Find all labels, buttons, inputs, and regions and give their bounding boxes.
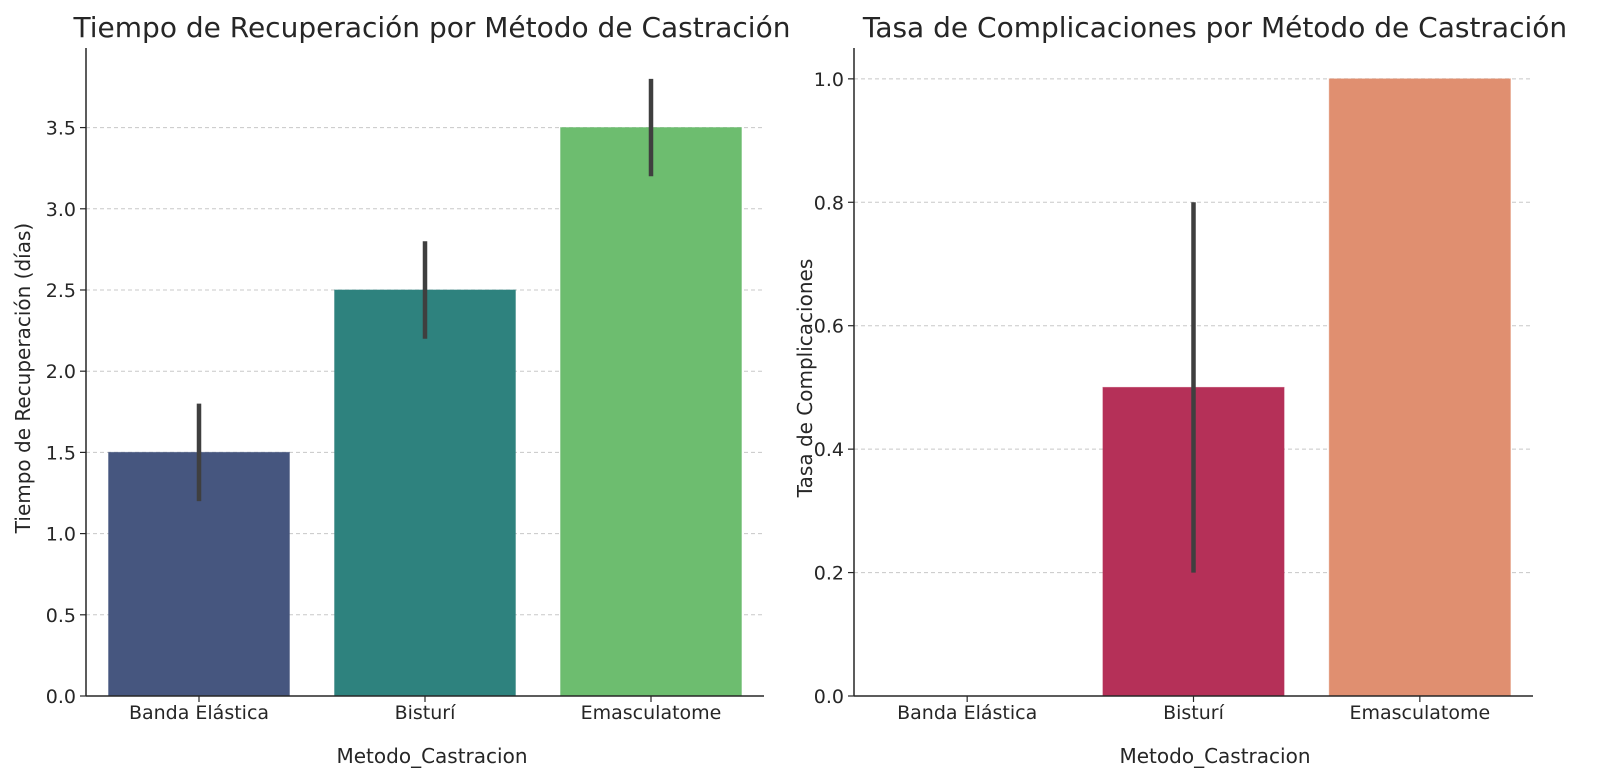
x-tick-label: Banda Elástica [897, 702, 1037, 724]
y-tick-label: 2.0 [46, 361, 76, 383]
y-tick-label: 1.0 [46, 524, 76, 546]
bar [1328, 78, 1511, 697]
x-tick-label: Bisturí [1163, 702, 1225, 724]
chart-title: Tiempo de Recuperación por Método de Cas… [73, 11, 791, 44]
y-tick-label: 1.5 [46, 442, 76, 464]
y-tick-label: 2.5 [46, 280, 76, 302]
x-tick-label: Emasculatome [1349, 702, 1490, 724]
y-tick-label: 1.0 [814, 69, 844, 91]
y-axis-label: Tiempo de Recuperación (días) [11, 223, 35, 534]
y-tick-label: 3.5 [46, 118, 76, 140]
chart-title: Tasa de Complicaciones por Método de Cas… [862, 11, 1567, 44]
y-tick-label: 0.0 [46, 686, 76, 708]
y-tick-label: 0.8 [814, 192, 844, 214]
y-tick-label: 0.2 [814, 563, 844, 585]
x-axis-label: Metodo_Castracion [337, 744, 528, 768]
x-axis-label: Metodo_Castracion [1120, 744, 1311, 768]
chart-complication-rate: Tasa de Complicaciones por Método de Cas… [793, 11, 1567, 768]
y-axis-label: Tasa de Complicaciones [793, 259, 817, 499]
y-tick-label: 3.0 [46, 199, 76, 221]
y-tick-label: 0.4 [814, 439, 844, 461]
y-tick-label: 0.0 [814, 686, 844, 708]
x-tick-label: Banda Elástica [129, 702, 269, 724]
y-tick-label: 0.6 [814, 316, 844, 338]
y-tick-label: 0.5 [46, 605, 76, 627]
bar [334, 289, 516, 697]
bar [560, 127, 742, 697]
x-tick-label: Emasculatome [581, 702, 722, 724]
x-tick-label: Bisturí [395, 702, 457, 724]
chart-recovery-time: Tiempo de Recuperación por Método de Cas… [11, 11, 790, 768]
